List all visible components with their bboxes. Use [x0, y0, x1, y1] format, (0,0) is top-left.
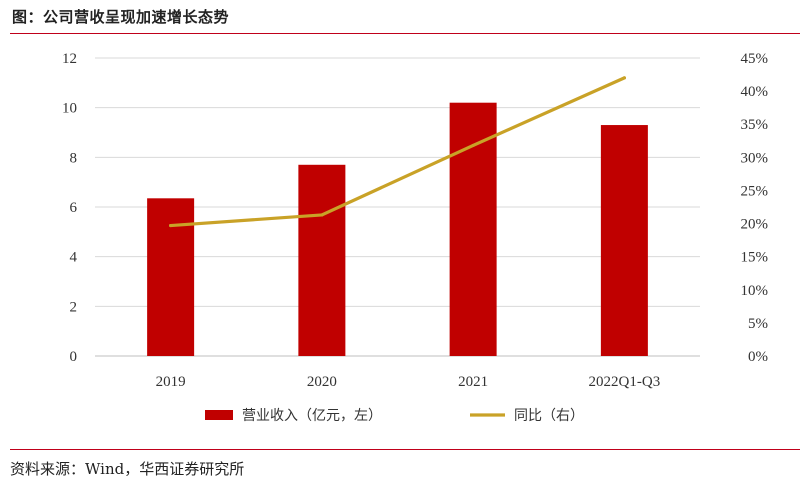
right-tick-label: 15% [741, 250, 769, 266]
x-tick-label: 2022Q1-Q3 [589, 374, 661, 390]
legend-line-label: 同比（右） [514, 408, 584, 424]
left-axis-ticks: 0 2 4 6 8 10 12 [62, 51, 78, 365]
right-tick-label: 30% [741, 150, 769, 166]
right-tick-label: 0% [748, 349, 768, 365]
revenue-bars [147, 102, 648, 356]
yoy-point [169, 223, 173, 228]
x-tick-label: 2019 [156, 374, 186, 390]
revenue-bar [449, 102, 497, 356]
yoy-point [320, 213, 324, 217]
left-tick-label: 0 [70, 349, 78, 365]
chart-title: 图：公司营收呈现加速增长态势 [12, 8, 230, 26]
legend-bar-label: 营业收入（亿元，左） [242, 408, 382, 424]
legend-bar-swatch [205, 410, 233, 420]
top-divider [10, 33, 800, 34]
right-tick-label: 10% [741, 283, 769, 299]
left-tick-label: 12 [62, 51, 77, 67]
x-tick-label: 2021 [458, 374, 488, 390]
left-tick-label: 2 [70, 299, 78, 315]
source-note: 资料来源：Wind，华西证券研究所 [10, 460, 245, 478]
right-tick-label: 35% [741, 117, 769, 133]
right-axis-ticks: 0% 5% 10% 15% 20% 25% 30% 35% 40% 45% [741, 51, 769, 365]
left-tick-label: 8 [70, 150, 78, 166]
revenue-chart: 0 2 4 6 8 10 12 0% 5% 10% 15% 20% 25% 30% 35% 40% 45% 2… [62, 51, 769, 424]
x-tick-label: 2020 [307, 374, 337, 390]
revenue-bar [600, 125, 648, 356]
right-tick-label: 20% [741, 217, 769, 233]
grid-lines [95, 57, 700, 357]
left-tick-label: 4 [70, 250, 78, 266]
yoy-line-path [169, 76, 626, 228]
legend: 营业收入（亿元，左） 同比（右） [205, 408, 584, 424]
left-tick-label: 10 [62, 101, 77, 117]
x-axis-ticks: 2019 2020 2021 2022Q1-Q3 [156, 374, 661, 390]
revenue-bar [147, 198, 195, 356]
right-tick-label: 5% [748, 316, 768, 332]
yoy-point [471, 143, 475, 148]
yoy-line [169, 76, 626, 228]
right-tick-label: 45% [741, 51, 769, 67]
revenue-bar [298, 164, 346, 356]
left-tick-label: 6 [70, 200, 78, 216]
yoy-point [622, 76, 626, 80]
right-tick-label: 40% [741, 84, 769, 100]
bottom-divider [10, 449, 800, 450]
right-tick-label: 25% [741, 183, 769, 199]
